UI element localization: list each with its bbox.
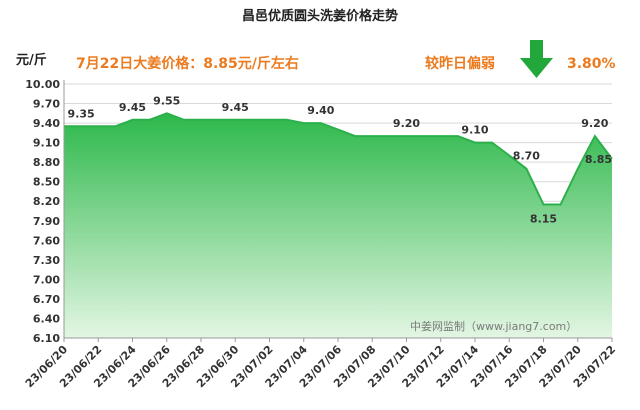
y-tick-label: 7.60: [33, 234, 60, 247]
y-tick-label: 6.70: [33, 293, 60, 306]
y-tick-label: 7.00: [33, 273, 60, 286]
data-label: 9.40: [307, 104, 334, 117]
area-fill: [64, 113, 612, 338]
price-line: [64, 112, 613, 206]
data-label: 8.15: [530, 212, 557, 225]
data-label: 9.20: [393, 117, 420, 130]
y-tick-label: 10.00: [25, 78, 60, 91]
down-arrow-icon: [520, 40, 553, 78]
data-label: 9.45: [119, 101, 146, 114]
chart-title: 昌邑优质圆头洗姜价格走势: [242, 8, 398, 24]
y-tick-label: 8.50: [33, 176, 60, 189]
data-label: 9.45: [222, 101, 249, 114]
y-tick-label: 6.10: [33, 332, 60, 345]
y-axis-unit: 元/斤: [16, 52, 47, 68]
y-tick-label: 6.40: [33, 312, 60, 325]
change-percent: 3.80%: [567, 56, 616, 72]
y-tick-label: 7.90: [33, 215, 60, 228]
y-tick-label: 9.10: [33, 137, 60, 150]
data-label: 8.70: [513, 150, 540, 163]
y-tick-label: 9.70: [33, 98, 60, 111]
y-tick-label: 9.40: [33, 117, 60, 130]
compare-annotation: 较昨日偏弱: [425, 55, 495, 72]
watermark: 中姜网监制（www.jiang7.com）: [410, 319, 577, 333]
data-label: 9.55: [153, 94, 180, 107]
data-label: 9.20: [581, 117, 608, 130]
price-annotation: 7月22日大姜价格：8.85元/斤左右: [76, 55, 299, 72]
data-label: 8.85: [585, 153, 612, 166]
data-label: 9.35: [68, 107, 95, 120]
y-tick-label: 8.80: [33, 156, 60, 169]
y-tick-label: 7.30: [33, 254, 60, 267]
y-tick-label: 8.20: [33, 195, 60, 208]
data-label: 9.10: [461, 124, 488, 137]
